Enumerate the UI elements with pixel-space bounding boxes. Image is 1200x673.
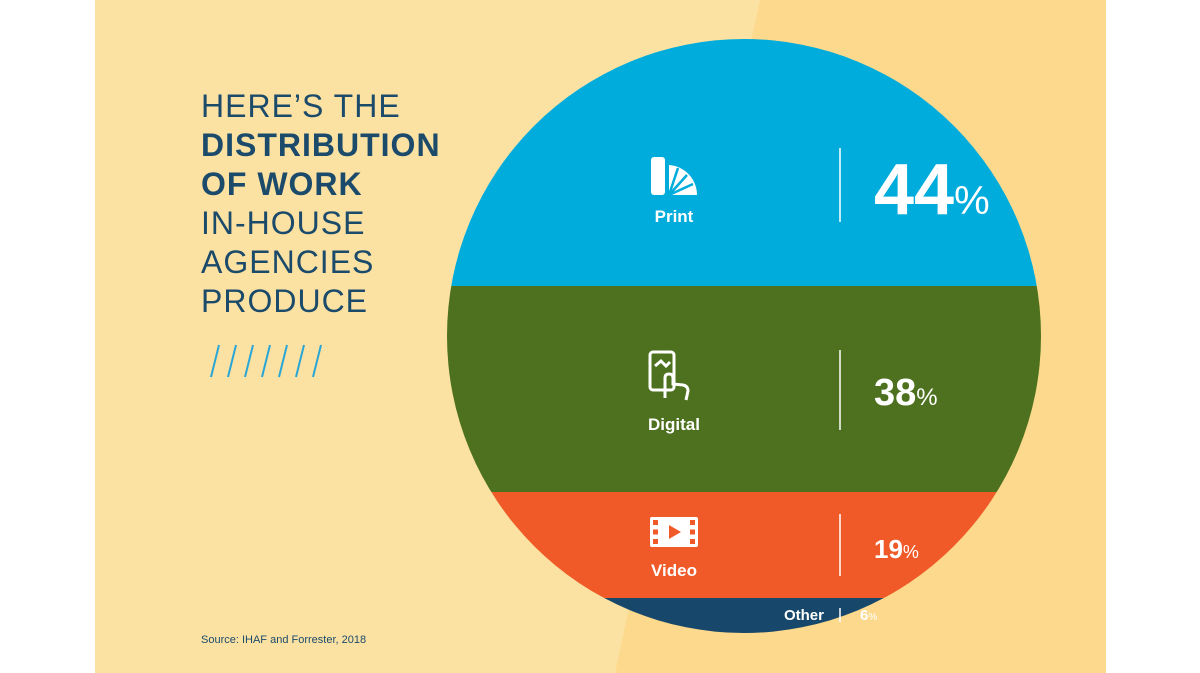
segment-value-print: 44% — [874, 150, 990, 230]
segment-label-other: Other — [784, 607, 824, 624]
title-line-3: OF WORK — [201, 166, 363, 202]
band-digital — [447, 286, 1041, 492]
title-line-2: DISTRIBUTION — [201, 127, 441, 163]
title-line-4: IN-HOUSE — [201, 205, 366, 241]
title-line-1: HERE’S THE — [201, 88, 401, 124]
segment-label-video: Video — [651, 561, 697, 580]
segment-label-print: Print — [655, 207, 694, 226]
infographic-card: HERE’S THE DISTRIBUTION OF WORK IN-HOUSE… — [95, 0, 1106, 673]
print-swatch-icon — [651, 157, 698, 197]
title-line-5: AGENCIES — [201, 244, 375, 280]
band-other — [447, 598, 1041, 633]
segment-value-digital: 38% — [874, 372, 938, 414]
film-play-icon — [650, 517, 698, 547]
segment-value-video: 19% — [874, 534, 919, 564]
banded-pie-chart: Print 44% Digital 38% Video 19% Other 6% — [447, 39, 1041, 633]
title-line-6: PRODUCE — [201, 283, 369, 319]
decorative-slashes — [210, 344, 322, 378]
segment-label-digital: Digital — [648, 415, 700, 434]
source-note: Source: IHAF and Forrester, 2018 — [201, 634, 367, 646]
touch-phone-icon — [648, 350, 690, 401]
band-video — [447, 492, 1041, 598]
segment-value-other: 6% — [860, 607, 877, 624]
